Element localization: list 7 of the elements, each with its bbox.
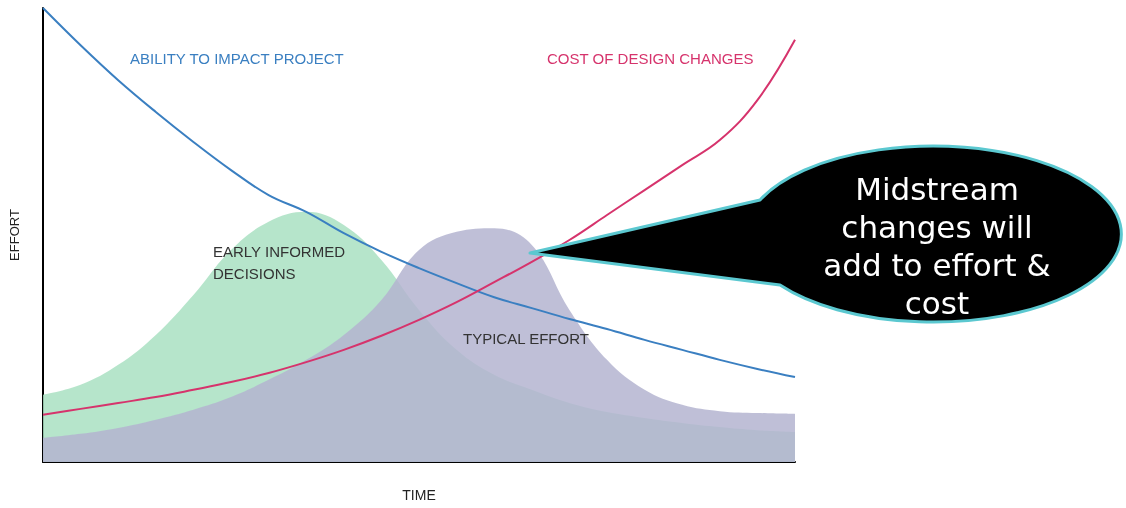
text: Midstream changes will add to effort & cost (822, 170, 1052, 322)
y-axis-title: EFFORT (7, 209, 22, 261)
series-label: TYPICAL EFFORT (463, 329, 589, 347)
series-label: ABILITY TO IMPACT PROJECT (130, 49, 344, 67)
x-axis-title: TIME (402, 487, 436, 503)
series-label: COST OF DESIGN CHANGES (547, 49, 754, 67)
series-label: EARLY INFORMED DECISIONS (213, 242, 350, 282)
